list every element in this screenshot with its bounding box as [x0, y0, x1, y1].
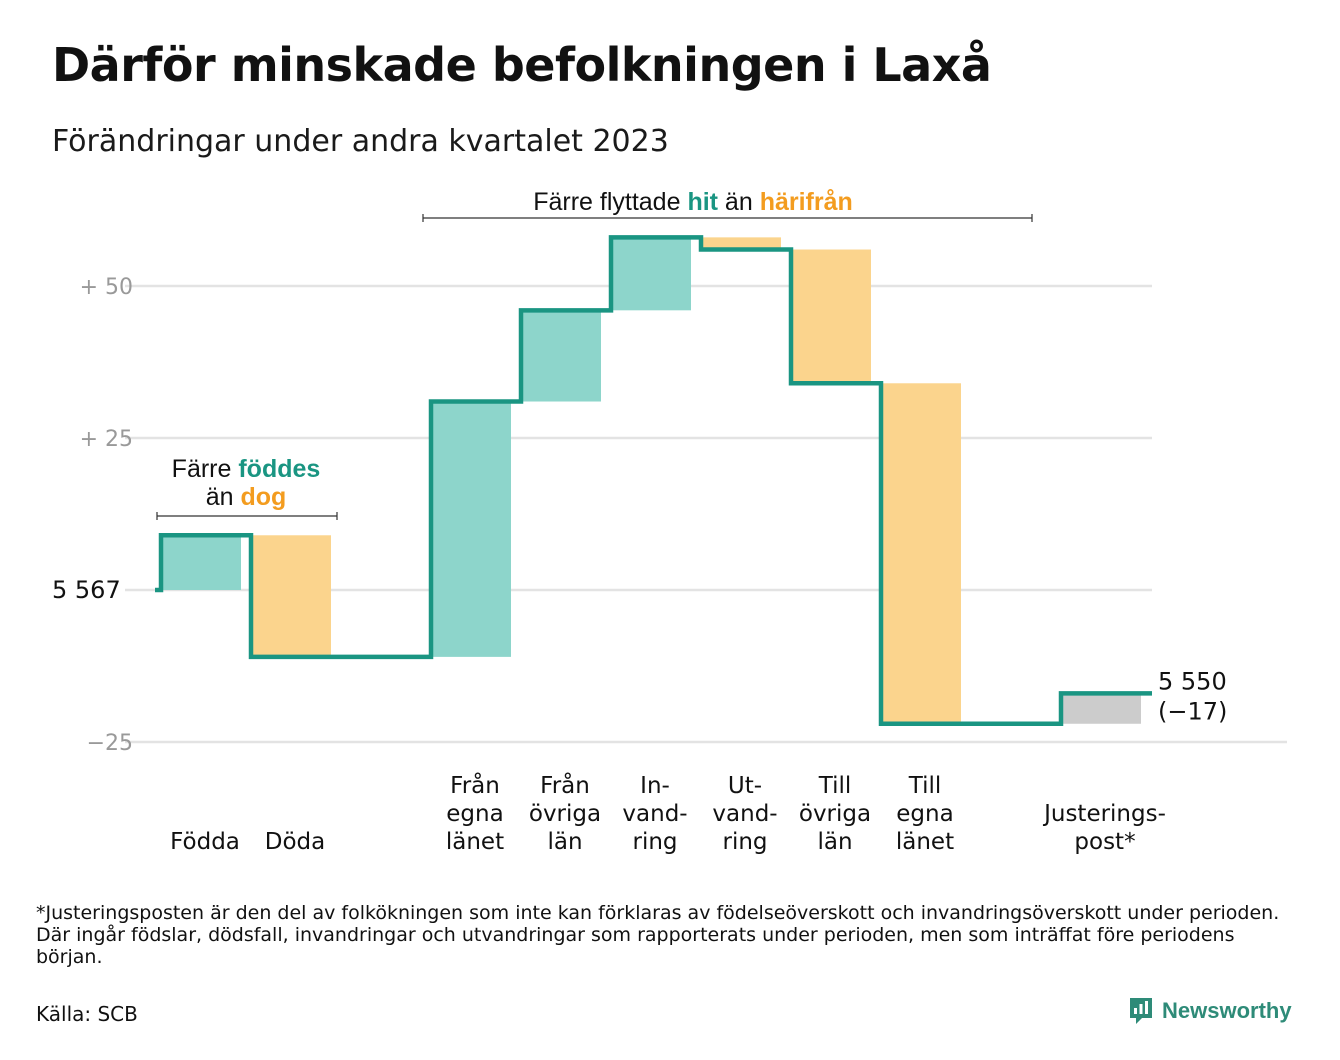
chart-title: Därför minskade befolkningen i Laxå [52, 38, 992, 92]
category-label: Till [818, 773, 852, 799]
bar-decrease [701, 237, 781, 250]
bar-decrease [791, 249, 871, 384]
brand-name: Newsworthy [1162, 998, 1292, 1023]
category-label: län [817, 829, 852, 855]
moves-annotation-text-part: än [718, 188, 760, 216]
moves-annotation-text-part: Färre flyttade [533, 188, 687, 216]
births-annotation-text-part: dog [240, 483, 286, 511]
bar-decrease [251, 535, 331, 657]
births-annotation-text-part: föddes [238, 455, 320, 483]
births-annotation-text-part: än [206, 483, 241, 511]
category-label: Från [540, 771, 590, 799]
bar-adjustment [1062, 693, 1141, 724]
bar-increase [161, 535, 241, 590]
source-note: Källa: SCB [36, 1002, 138, 1026]
category-label: Födda [170, 829, 240, 855]
newsworthy-logo: Newsworthy [1128, 996, 1292, 1026]
end-value-label: 5 550 [1158, 667, 1227, 695]
category-label: In- [640, 773, 670, 799]
category-label: egna [896, 801, 953, 827]
category-label: länet [446, 829, 504, 855]
chart-subtitle: Förändringar under andra kvartalet 2023 [52, 124, 669, 159]
category-label: övriga [529, 801, 601, 827]
category-label: Från [450, 771, 500, 799]
category-label: län [547, 829, 582, 855]
bar-increase [431, 401, 511, 657]
category-label: vand- [622, 801, 687, 827]
category-label: Döda [265, 829, 325, 855]
category-label: Ut- [728, 773, 762, 799]
category-label: post* [1074, 829, 1135, 855]
cumulative-step-line [155, 235, 1152, 727]
category-label: egna [446, 801, 503, 827]
y-tick-label: + 25 [80, 427, 133, 452]
category-label: ring [722, 829, 767, 855]
births-annotation-text: än dog [206, 483, 287, 511]
bar-decrease [881, 383, 961, 724]
category-label: vand- [712, 801, 777, 827]
y-tick-label: −25 [87, 731, 133, 756]
births-annotation-text: Färre föddes [172, 455, 321, 483]
category-label: ring [632, 829, 677, 855]
category-label: länet [896, 829, 954, 855]
moves-annotation-text-part: hit [687, 188, 718, 216]
newsworthy-logo-icon [1130, 998, 1152, 1024]
category-label: övriga [799, 801, 871, 827]
y-tick-label: + 50 [80, 275, 133, 300]
footnote: *Justeringsposten är den del av folkökni… [36, 902, 1280, 968]
category-label: Justerings- [1042, 801, 1166, 827]
category-label: Till [908, 773, 942, 799]
end-value-label: (−17) [1158, 697, 1227, 725]
bar-increase [611, 237, 691, 311]
start-value-label: 5 567 [52, 576, 121, 604]
moves-annotation-text: Färre flyttade hit än härifrån [533, 188, 853, 216]
bar-increase [521, 310, 601, 402]
moves-annotation-text-part: härifrån [760, 188, 853, 216]
births-annotation-text-part: Färre [172, 455, 239, 483]
